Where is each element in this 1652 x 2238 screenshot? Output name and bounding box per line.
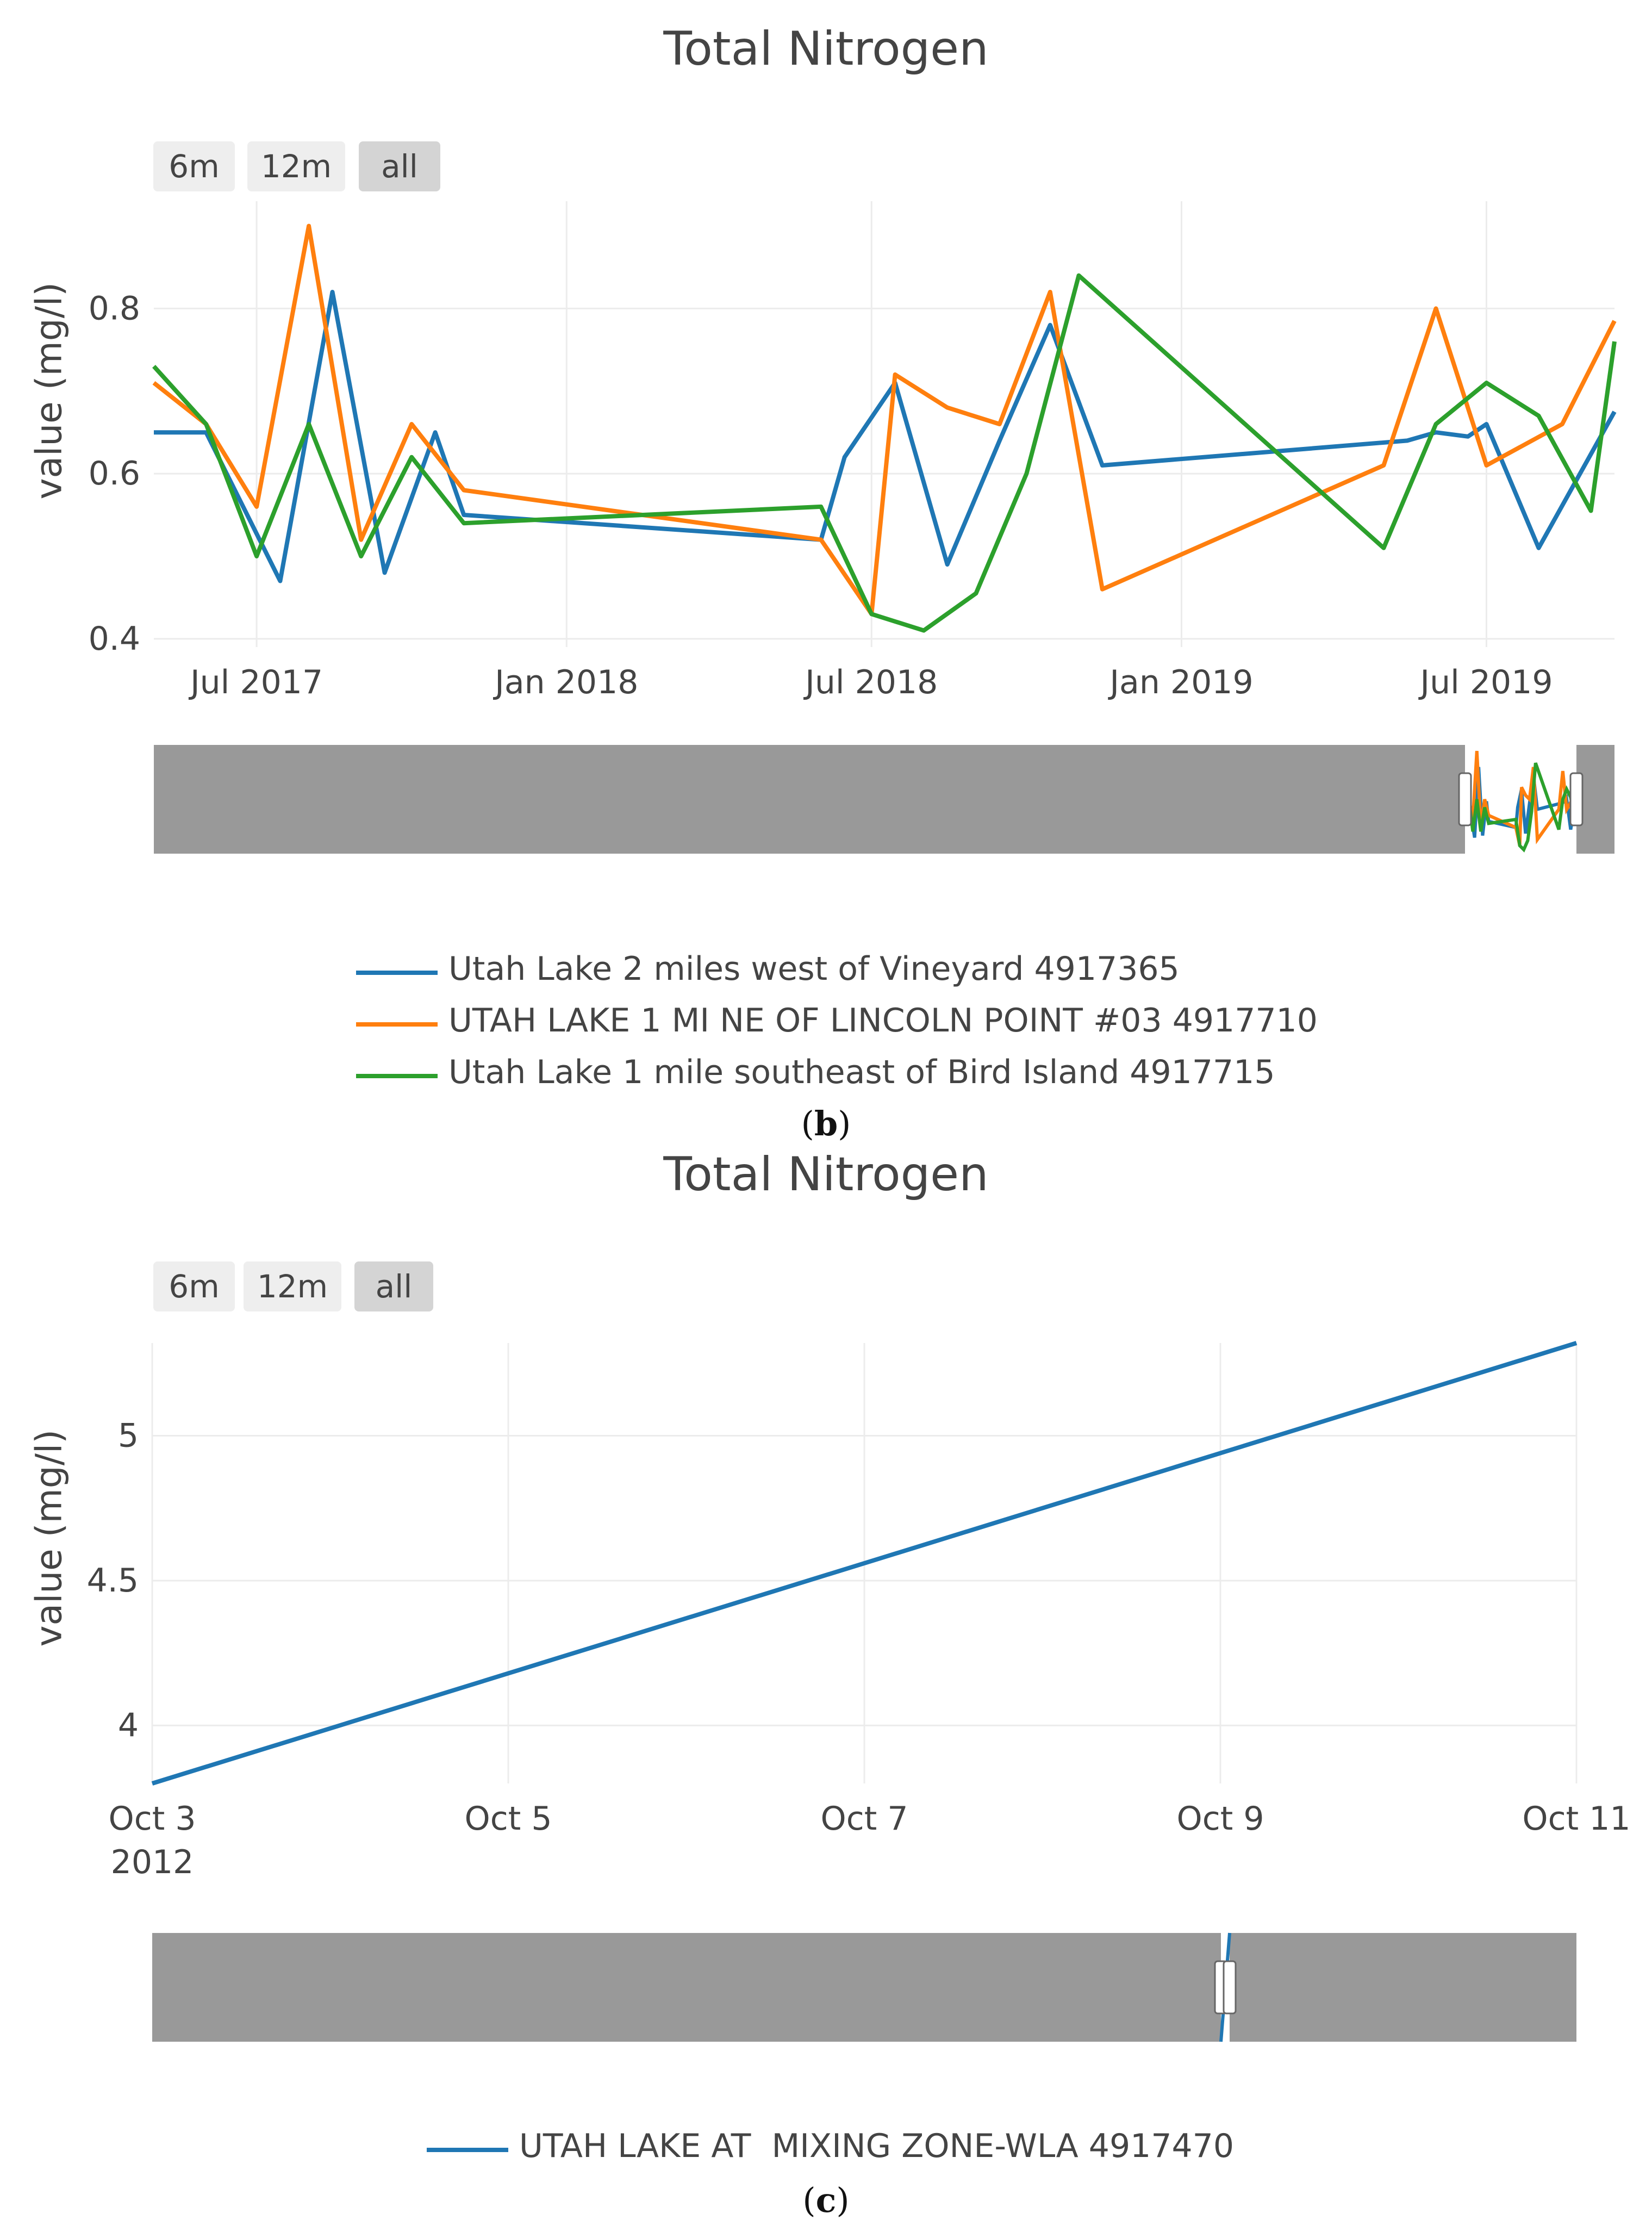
range-slider-series <box>1463 762 1578 853</box>
x-tick-label: Jul 2019 <box>1418 663 1553 701</box>
plot-area: Jul 2017 Jan 2018 Jul 2018 Jan 2019 Jul 2019… <box>89 201 1617 854</box>
range-slider-handle-right <box>1569 772 1584 826</box>
series-line <box>154 290 1617 583</box>
legend-swatch <box>427 2148 508 2152</box>
x-tick-label: Oct 3 <box>109 1800 196 1838</box>
range-button-6m[interactable]: 6m <box>153 141 235 191</box>
y-tick-label: 4.5 <box>87 1562 139 1600</box>
legend-label: Utah Lake 1 mile southeast of Bird Islan… <box>448 1053 1275 1091</box>
chart-title: Total Nitrogen <box>663 1147 989 1202</box>
y-tick-label: 5 <box>118 1417 139 1455</box>
y-tick-label: 0.6 <box>89 455 140 493</box>
range-button-all[interactable]: all <box>359 141 440 191</box>
series-line <box>151 1341 1578 1786</box>
x-tick-label: Oct 5 <box>465 1800 552 1838</box>
panel-caption: (b) <box>801 1104 851 1143</box>
series-line <box>152 223 1617 617</box>
legend-label: Utah Lake 2 miles west of Vineyard 49173… <box>448 950 1180 988</box>
range-slider-handle-left <box>1458 772 1472 826</box>
y-tick-label: 4 <box>118 1706 139 1744</box>
x-tick-label: Jan 2019 <box>1107 663 1253 701</box>
legend-label: UTAH LAKE AT MIXING ZONE-WLA 4917470 <box>519 2127 1235 2165</box>
legend-label: UTAH LAKE 1 MI NE OF LINCOLN POINT #03 4… <box>448 1002 1318 1040</box>
x-tick-label: Jan 2018 <box>493 663 638 701</box>
range-button-6m[interactable]: 6m <box>153 1261 235 1311</box>
x-tick-year-label: 2012 <box>111 1843 194 1881</box>
chart-title: Total Nitrogen <box>663 22 989 76</box>
x-tick-label: Oct 11 <box>1522 1800 1630 1838</box>
series-line <box>152 273 1617 633</box>
y-tick-label: 0.4 <box>89 620 140 658</box>
range-slider-track <box>154 745 1614 854</box>
range-slider-handle-right <box>1223 1960 1237 2015</box>
range-button-12m[interactable]: 12m <box>247 141 345 191</box>
legend-swatch <box>356 971 438 975</box>
range-button-12m[interactable]: 12m <box>244 1261 341 1311</box>
legend-swatch <box>356 1074 438 1078</box>
range-slider-series <box>1463 750 1578 846</box>
range-slider-track <box>152 1933 1576 2042</box>
x-tick-label: Oct 9 <box>1177 1800 1264 1838</box>
x-tick-label: Jul 2017 <box>188 663 323 701</box>
panel-caption: (c) <box>802 2180 850 2220</box>
range-button-all[interactable]: all <box>354 1261 433 1311</box>
x-tick-label: Oct 7 <box>821 1800 908 1838</box>
y-tick-label: 0.8 <box>89 289 140 327</box>
x-tick-label: Jul 2018 <box>803 663 938 701</box>
legend-swatch <box>356 1022 438 1027</box>
